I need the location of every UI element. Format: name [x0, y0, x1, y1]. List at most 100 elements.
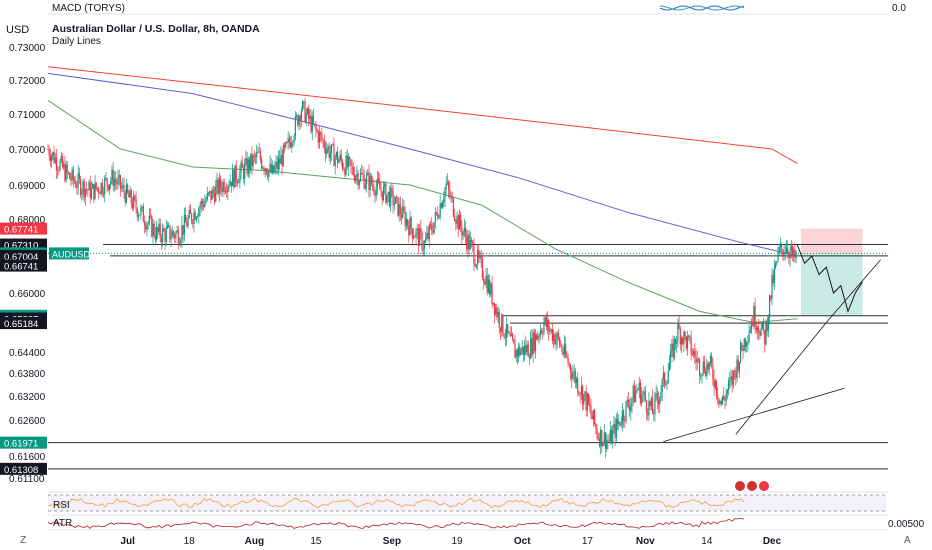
candle-body — [432, 230, 434, 233]
candle-body — [587, 393, 590, 405]
candle-body — [633, 385, 636, 403]
candle-body — [311, 116, 313, 132]
candle-body — [65, 164, 67, 181]
candle-body — [414, 236, 416, 238]
candle-body — [122, 185, 124, 188]
candle-body — [160, 237, 163, 243]
symbol-tag-label: AUDUSD — [52, 249, 91, 259]
candle-body — [749, 329, 751, 333]
candle-body — [81, 191, 83, 195]
candle-body — [268, 169, 270, 177]
candle-body — [683, 331, 685, 344]
candle-body — [121, 187, 123, 189]
candle-body — [281, 155, 283, 167]
auto-scale-button[interactable]: A — [904, 535, 911, 546]
candle-body — [341, 160, 344, 169]
candle-body — [560, 345, 562, 347]
candle-body — [295, 115, 298, 117]
candle-body — [525, 345, 527, 353]
candle-body — [480, 256, 482, 259]
price-label: 0.67004 — [4, 252, 38, 263]
candle-body — [467, 234, 469, 250]
candle-body — [461, 226, 463, 236]
candle-body — [239, 171, 241, 183]
candle-body — [551, 329, 553, 341]
candle-body — [715, 380, 718, 396]
candle-body — [399, 203, 401, 215]
chart-title: Australian Dollar / U.S. Dollar, 8h, OAN… — [52, 23, 260, 35]
candle-body — [536, 334, 538, 340]
candle-body — [595, 424, 597, 429]
candle-body — [396, 196, 398, 198]
candle-body — [601, 429, 603, 447]
candle-body — [561, 345, 563, 352]
candle-body — [635, 391, 637, 403]
candle-body — [586, 393, 588, 411]
candle-body — [57, 169, 59, 171]
candle-body — [569, 364, 572, 373]
candle-body — [277, 158, 280, 169]
candle-body — [198, 208, 200, 217]
candle-body — [591, 414, 593, 420]
candle-body — [778, 247, 780, 252]
candle-body — [96, 188, 99, 190]
candle-body — [631, 398, 633, 404]
candle-body — [452, 198, 455, 217]
candle-body — [104, 178, 106, 195]
candle-body — [481, 258, 483, 278]
candle-body — [127, 184, 129, 193]
candle-body — [351, 165, 353, 167]
candle-body — [760, 327, 762, 336]
candle-body — [533, 332, 535, 351]
candle-body — [355, 176, 357, 181]
candle-body — [410, 217, 412, 229]
candle-body — [554, 334, 556, 345]
candle-body — [721, 396, 724, 405]
candle-body — [219, 178, 222, 188]
price-label-box — [0, 462, 47, 475]
candle-body — [131, 203, 134, 208]
candle-body — [382, 186, 385, 201]
candle-body — [391, 187, 393, 191]
candle-body — [92, 184, 94, 189]
candle-body — [662, 372, 664, 380]
candle-body — [204, 201, 206, 207]
candle-body — [320, 132, 322, 135]
candle-body — [51, 155, 53, 162]
candle-body — [384, 183, 386, 187]
candle-body — [76, 187, 78, 189]
candle-body — [613, 424, 615, 431]
candle-body — [334, 157, 336, 167]
candle-body — [413, 236, 415, 239]
candle-body — [659, 397, 661, 405]
candle-body — [515, 349, 517, 358]
candle-body — [602, 442, 604, 447]
candle-body — [58, 169, 60, 171]
macd-signal-line — [659, 5, 745, 11]
candle-body — [756, 327, 759, 331]
candle-body — [209, 191, 211, 193]
candle-body — [543, 322, 545, 334]
candle-body — [133, 195, 135, 208]
candle-body — [495, 307, 497, 315]
candle-body — [349, 157, 351, 160]
candle-body — [433, 222, 435, 233]
candle-body — [596, 428, 598, 437]
candle-body — [527, 344, 529, 357]
zoom-reset-button[interactable]: Z — [20, 535, 27, 546]
candle-body — [367, 172, 369, 176]
y-tick-label: 0.63800 — [9, 369, 46, 380]
candle-body — [532, 332, 534, 355]
candle-body — [516, 349, 518, 357]
candle-body — [691, 354, 693, 356]
candle-body — [431, 224, 433, 231]
candle-body — [479, 256, 481, 258]
candle-body — [287, 138, 289, 143]
candle-body — [600, 429, 602, 446]
candle-body — [443, 198, 445, 203]
candle-body — [201, 200, 204, 204]
candle-body — [779, 243, 782, 248]
candle-body — [279, 158, 281, 164]
candle-body — [505, 324, 508, 338]
